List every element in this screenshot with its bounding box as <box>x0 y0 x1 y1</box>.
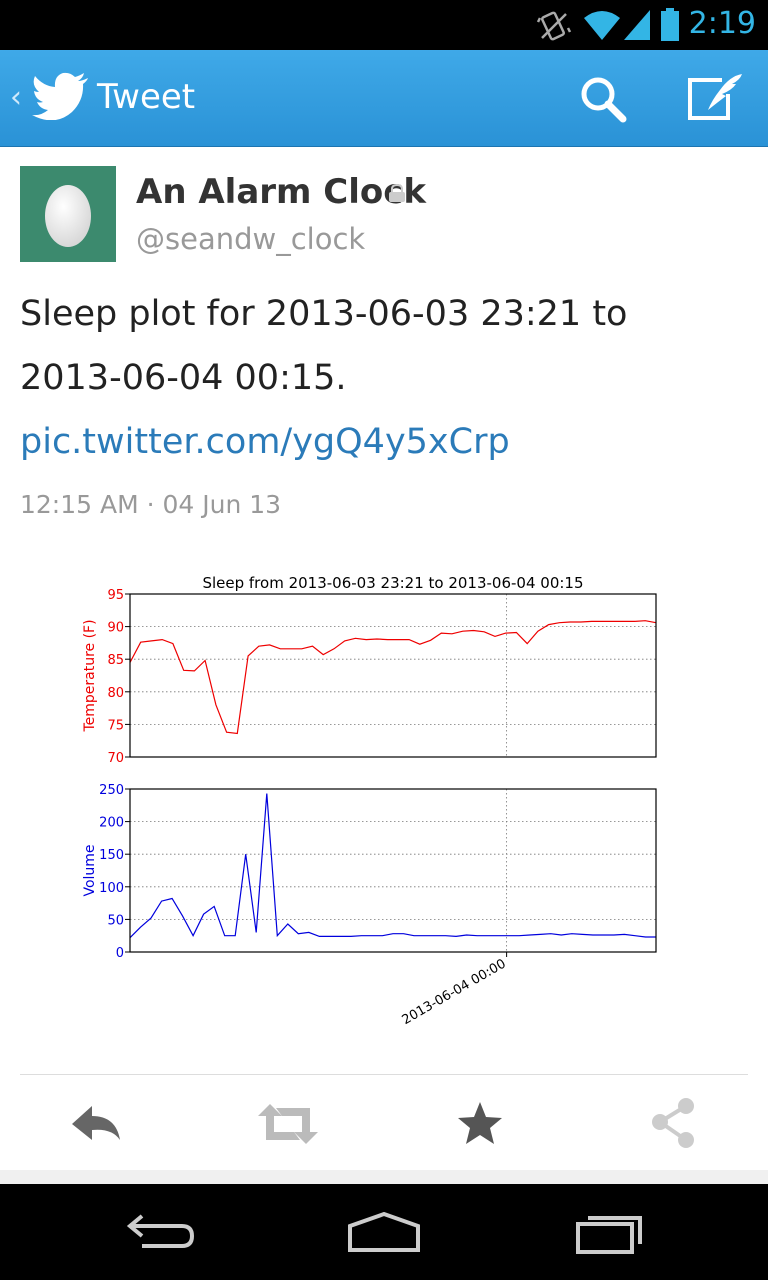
y-tick-label: 200 <box>99 816 124 831</box>
wifi-icon <box>582 8 622 46</box>
compose-icon[interactable] <box>686 72 744 128</box>
vibrate-icon <box>536 8 572 48</box>
system-nav-bar <box>0 1184 768 1280</box>
y-tick-label: 100 <box>99 881 124 896</box>
status-time: 2:19 <box>688 6 756 41</box>
y-tick-label: 95 <box>107 588 124 603</box>
sleep-chart: Sleep from 2013-06-03 23:21 to 2013-06-0… <box>82 574 657 1028</box>
y-axis-label: Volume <box>82 844 98 896</box>
recents-nav-icon[interactable] <box>574 1212 646 1260</box>
share-icon[interactable] <box>646 1096 702 1156</box>
author-handle[interactable]: @seandw_clock <box>136 222 366 256</box>
back-nav-icon[interactable] <box>124 1212 196 1256</box>
series-line-1 <box>129 793 656 939</box>
sleep-plot-image[interactable]: Sleep from 2013-06-03 23:21 to 2013-06-0… <box>60 560 680 1040</box>
y-axis-label: Temperature (F) <box>82 619 98 732</box>
search-icon[interactable] <box>578 74 628 128</box>
y-tick-label: 70 <box>107 751 124 766</box>
back-chevron-icon[interactable]: ‹ <box>10 80 22 115</box>
y-tick-label: 50 <box>107 913 124 928</box>
action-bar: ‹ Tweet <box>0 50 768 147</box>
retweet-icon[interactable] <box>256 1096 320 1156</box>
page-title: Tweet <box>97 77 196 117</box>
lock-icon <box>388 183 406 206</box>
divider <box>20 1074 748 1075</box>
author-name[interactable]: An Alarm Clock <box>136 172 427 212</box>
twitter-bird-icon[interactable] <box>32 72 90 124</box>
tweet-timestamp: 12:15 AM · 04 Jun 13 <box>20 490 282 519</box>
egg-avatar-icon <box>45 185 91 247</box>
y-tick-label: 80 <box>107 686 124 701</box>
bottom-strip <box>0 1170 768 1184</box>
y-tick-label: 75 <box>107 718 124 733</box>
home-nav-icon[interactable] <box>346 1211 422 1256</box>
chart-title: Sleep from 2013-06-03 23:21 to 2013-06-0… <box>202 574 583 592</box>
status-bar: 2:19 <box>0 0 768 50</box>
signal-icon <box>622 8 652 46</box>
plot-frame-0 <box>129 593 657 758</box>
y-tick-label: 250 <box>99 783 124 798</box>
battery-icon <box>660 8 680 46</box>
plot-frame-1 <box>129 788 657 953</box>
y-tick-label: 0 <box>116 946 124 961</box>
tweet-text: Sleep plot for 2013-06-03 23:21 to 2013-… <box>20 282 740 474</box>
tweet-body: Sleep plot for 2013-06-03 23:21 to 2013-… <box>20 294 628 398</box>
favorite-star-icon[interactable] <box>452 1096 508 1156</box>
y-tick-label: 90 <box>107 621 124 636</box>
x-tick-label: 2013-06-04 00:00 <box>400 956 509 1028</box>
avatar[interactable] <box>20 166 116 262</box>
reply-icon[interactable] <box>68 1096 126 1156</box>
y-tick-label: 85 <box>107 653 124 668</box>
series-line-0 <box>129 620 657 735</box>
y-tick-label: 150 <box>99 848 124 863</box>
tweet-link[interactable]: pic.twitter.com/ygQ4y5xCrp <box>20 422 510 462</box>
